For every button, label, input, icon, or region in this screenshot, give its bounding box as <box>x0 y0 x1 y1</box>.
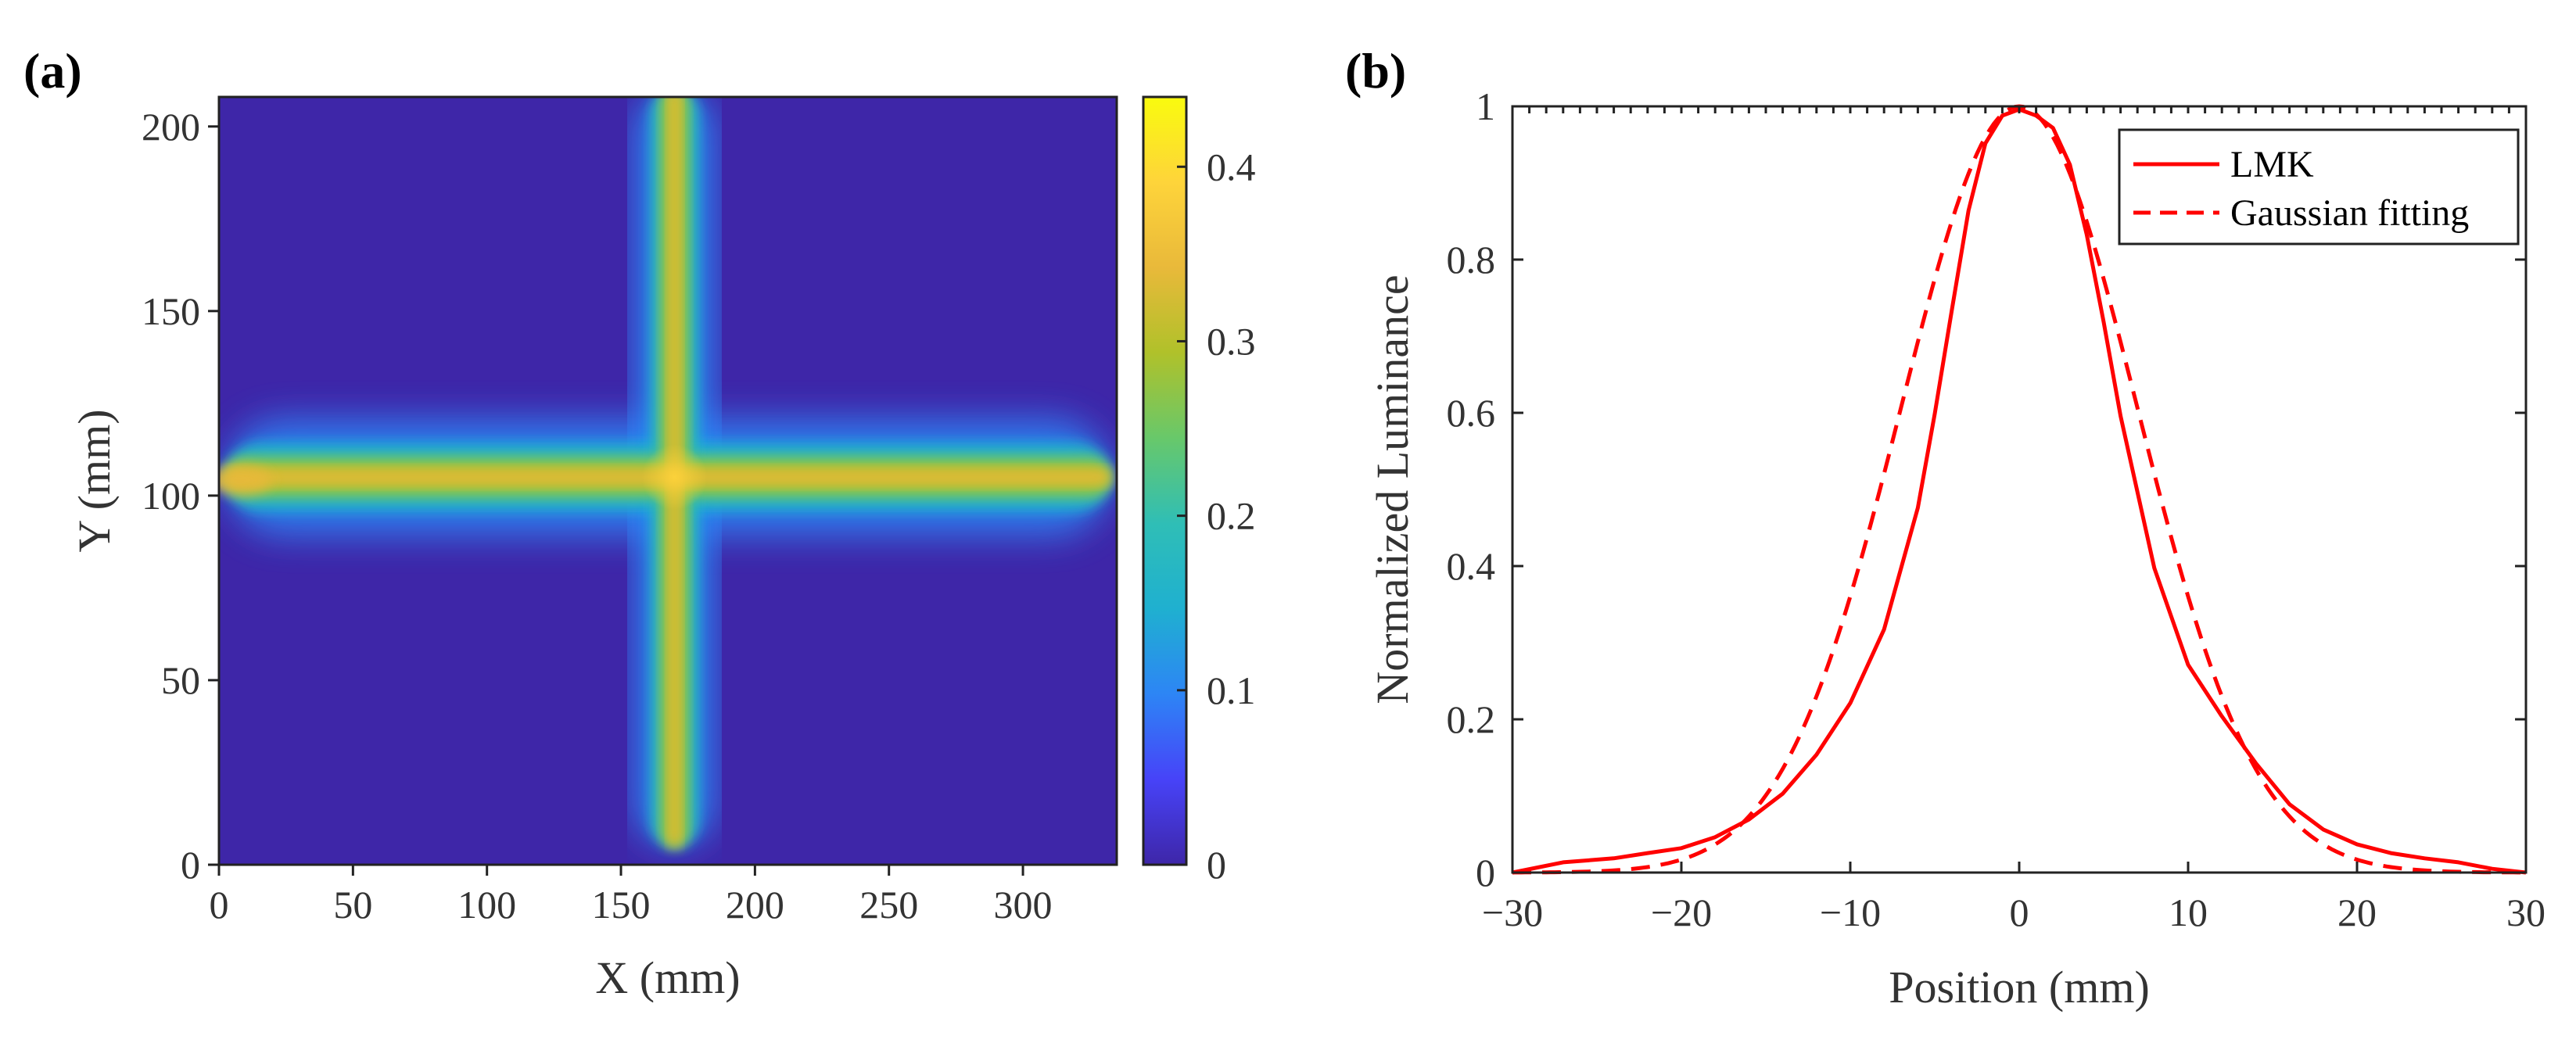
colorbar-tick-label: 0 <box>1207 843 1226 887</box>
heatmap-x-tick-label: 250 <box>859 883 918 927</box>
heatmap-y-ticks: 0 50 100 150 200 <box>142 105 219 887</box>
heatmap-image <box>219 97 1117 865</box>
heatmap-x-ticks: 0 50 100 150 200 250 300 <box>210 865 1053 927</box>
heatmap-y-tick-label: 200 <box>142 105 200 149</box>
colorbar-tick-label: 0.1 <box>1207 668 1256 712</box>
line-chart-x-axis-title: Position (mm) <box>1889 962 2150 1013</box>
line-chart-x-tick-label: 20 <box>2337 891 2377 934</box>
line-chart-y-tick-label: 1 <box>1476 84 1495 128</box>
colorbar-tick-label: 0.2 <box>1207 494 1256 538</box>
heat-intersection <box>641 444 708 511</box>
heatmap-x-tick-label: 100 <box>457 883 516 927</box>
line-chart-x-ticks: −30 −20 −10 0 10 20 30 <box>1482 106 2546 934</box>
line-chart-x-tick-label: −30 <box>1482 891 1543 934</box>
heatmap-x-tick-label: 200 <box>726 883 784 927</box>
heatmap-x-tick-label: 150 <box>592 883 651 927</box>
heatmap-y-tick-label: 100 <box>142 474 200 518</box>
legend-gaussian-label: Gaussian fitting <box>2230 192 2469 234</box>
heatmap-y-tick-label: 0 <box>181 843 200 887</box>
line-chart-y-axis-title: Normalized Luminance <box>1367 274 1418 704</box>
colorbar-tick-label: 0.3 <box>1207 319 1256 363</box>
panel-b-label: (b) <box>1345 43 1406 99</box>
heat-left-end <box>219 466 272 495</box>
colorbar-tick-label: 0.4 <box>1207 145 1256 188</box>
line-chart-x-tick-label: −10 <box>1820 891 1881 934</box>
colorbar-gradient <box>1143 97 1186 865</box>
colorbar-frame <box>1142 95 1188 866</box>
heatmap-x-axis-title: X (mm) <box>595 952 740 1003</box>
heatmap-frame <box>217 95 1118 866</box>
colorbar: 0 0.1 0.2 0.3 0.4 <box>1142 95 1256 887</box>
heatmap-y-tick-label: 50 <box>161 658 200 702</box>
line-chart-x-tick-label: 0 <box>2010 891 2029 934</box>
legend: LMK Gaussian fitting <box>2118 128 2520 246</box>
line-chart-x-tick-label: 10 <box>2169 891 2208 934</box>
line-chart-panel: (b) −30 −20 −10 0 10 20 30 0 0.2 0.4 0.6 0.8 1 Posi… <box>1345 43 2546 1013</box>
heatmap-y-tick-label: 150 <box>142 289 200 333</box>
line-chart-y-tick-label: 0.4 <box>1447 544 1496 588</box>
panel-a-label: (a) <box>23 43 82 99</box>
line-chart-x-tick-label: 30 <box>2506 891 2546 934</box>
line-chart-y-tick-label: 0.6 <box>1447 391 1496 435</box>
legend-box <box>2118 128 2520 246</box>
line-chart-y-tick-label: 0.8 <box>1447 238 1496 281</box>
colorbar-ticks: 0 0.1 0.2 0.3 0.4 <box>1177 145 1256 887</box>
heatmap-x-tick-label: 50 <box>333 883 372 927</box>
heatmap-x-tick-label: 0 <box>210 883 229 927</box>
line-chart-y-ticks: 0 0.2 0.4 0.6 0.8 1 <box>1447 84 2526 894</box>
heatmap-panel: (a) 0 50 100 150 200 250 300 0 50 100 150 200 X (m… <box>23 43 1256 1003</box>
heatmap-x-tick-label: 300 <box>994 883 1053 927</box>
line-chart-y-tick-label: 0 <box>1476 851 1495 894</box>
line-chart-y-tick-label: 0.2 <box>1447 697 1496 741</box>
line-chart-x-tick-label: −20 <box>1651 891 1712 934</box>
heatmap-y-axis-title: Y (mm) <box>69 409 120 552</box>
legend-lmk-label: LMK <box>2230 144 2314 185</box>
